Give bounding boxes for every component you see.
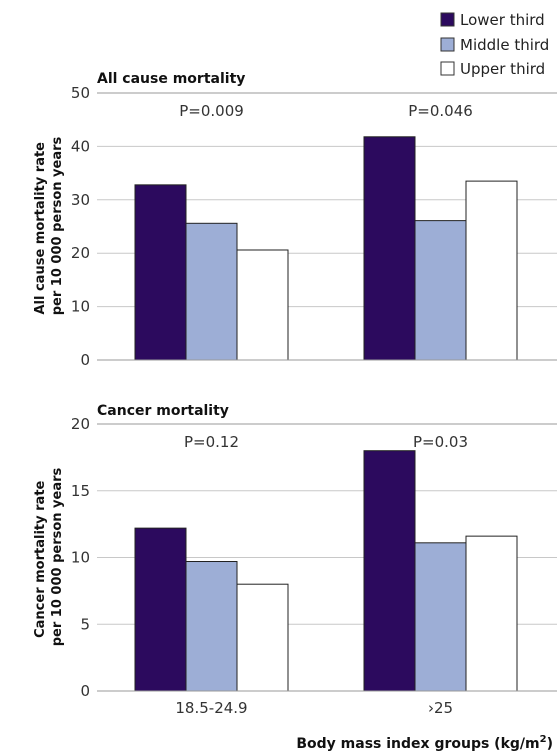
p-values-all-cause: P=0.009 P=0.046 xyxy=(179,102,473,120)
y-ticks-cancer: 0 5 10 15 20 xyxy=(71,415,90,700)
y-axis-label-cancer-line-2: per 10 000 person years xyxy=(50,467,65,646)
x-axis-title-superscript: 2 xyxy=(540,734,547,745)
bar-all-cause-middle-third-25 xyxy=(414,220,467,361)
p-value-cancer-1: P=0.03 xyxy=(413,433,468,451)
y-tick-cancer-20: 20 xyxy=(71,415,90,433)
bars-cancer xyxy=(134,450,518,692)
y-ticks-all-cause: 0 10 20 30 40 50 xyxy=(71,84,90,369)
bar-all-cause-upper-third-18-5-24-9 xyxy=(236,249,289,361)
p-values-cancer: P=0.12 P=0.03 xyxy=(184,433,468,451)
panel-title-all-cause: All cause mortality xyxy=(97,71,245,87)
p-value-all-cause-1: P=0.046 xyxy=(408,102,473,120)
legend-item-middle-third: Middle third xyxy=(440,36,549,54)
legend-swatch-upper-third xyxy=(440,61,455,76)
bar-cancer-upper-third-25 xyxy=(465,535,518,692)
bar-all-cause-middle-third-18-5-24-9 xyxy=(185,222,238,361)
legend-swatch-lower-third xyxy=(440,12,455,27)
legend-label-lower-third: Lower third xyxy=(460,11,545,29)
x-tick-18-5-24-9: 18.5-24.9 xyxy=(175,699,247,717)
p-value-cancer-0: P=0.12 xyxy=(184,433,239,451)
panel-title-cancer: Cancer mortality xyxy=(97,403,229,419)
y-tick-all-cause-50: 50 xyxy=(71,84,90,102)
y-axis-label-all-cause: All cause mortality rate per 10 000 pers… xyxy=(33,136,65,315)
y-tick-all-cause-0: 0 xyxy=(80,351,90,369)
legend-item-upper-third: Upper third xyxy=(440,60,545,78)
y-tick-all-cause-30: 30 xyxy=(71,191,90,209)
y-tick-all-cause-10: 10 xyxy=(71,298,90,316)
bar-cancer-middle-third-18-5-24-9 xyxy=(185,561,238,692)
bar-all-cause-upper-third-25 xyxy=(465,180,518,361)
bar-all-cause-lower-third-18-5-24-9 xyxy=(134,184,187,361)
x-axis-title-end: ) xyxy=(547,736,553,752)
legend-label-upper-third: Upper third xyxy=(460,60,545,78)
p-value-all-cause-0: P=0.009 xyxy=(179,102,244,120)
legend-item-lower-third: Lower third xyxy=(440,11,545,29)
x-ticks-cancer: 18.5-24.9 ›25 xyxy=(175,699,453,717)
x-axis-title-main: Body mass index groups (kg/m xyxy=(296,736,539,752)
y-tick-cancer-0: 0 xyxy=(80,682,90,700)
legend: Lower third Middle third Upper third xyxy=(440,11,549,78)
bar-cancer-lower-third-25 xyxy=(363,450,416,692)
legend-label-middle-third: Middle third xyxy=(460,36,549,54)
panel-cancer-mortality: Cancer mortality Cancer mortality rate p… xyxy=(33,403,557,717)
y-tick-cancer-15: 15 xyxy=(71,482,90,500)
y-tick-all-cause-40: 40 xyxy=(71,137,90,155)
y-axis-label-cancer-line-1: Cancer mortality rate xyxy=(33,480,48,637)
y-tick-cancer-10: 10 xyxy=(71,549,90,567)
bar-cancer-upper-third-18-5-24-9 xyxy=(236,583,289,692)
y-tick-cancer-5: 5 xyxy=(80,615,90,633)
legend-swatch-middle-third xyxy=(440,37,455,52)
bar-cancer-lower-third-18-5-24-9 xyxy=(134,527,187,692)
panel-all-cause-mortality: All cause mortality All cause mortality … xyxy=(33,71,557,369)
y-axis-label-all-cause-line-2: per 10 000 person years xyxy=(50,136,65,315)
bars-all-cause xyxy=(134,136,518,361)
y-tick-all-cause-20: 20 xyxy=(71,244,90,262)
bar-cancer-middle-third-25 xyxy=(414,542,467,692)
bar-all-cause-lower-third-25 xyxy=(363,136,416,361)
y-axis-label-cancer: Cancer mortality rate per 10 000 person … xyxy=(33,467,65,646)
x-axis-title: Body mass index groups (kg/m2) xyxy=(296,734,553,752)
x-tick-25: ›25 xyxy=(428,699,453,717)
y-axis-label-all-cause-line-1: All cause mortality rate xyxy=(33,142,48,315)
